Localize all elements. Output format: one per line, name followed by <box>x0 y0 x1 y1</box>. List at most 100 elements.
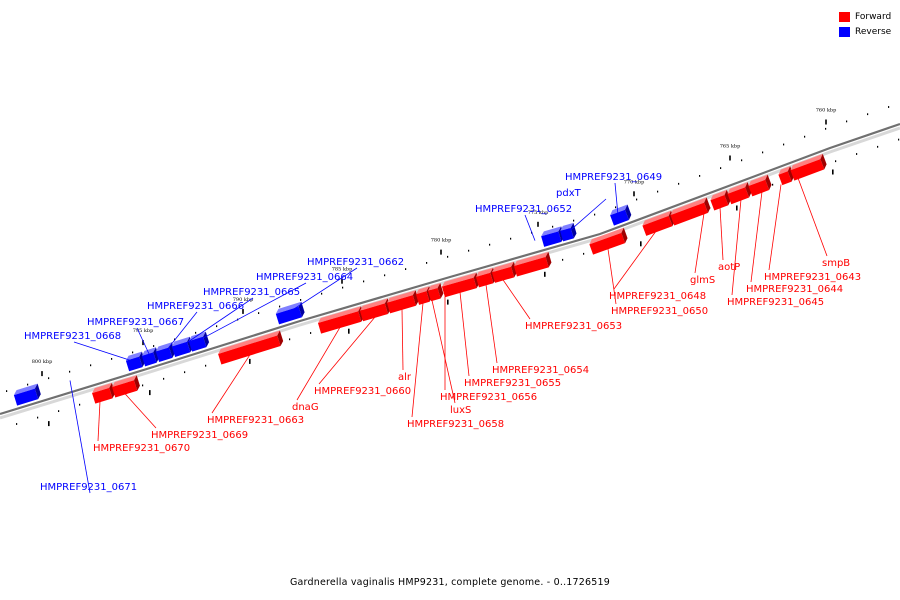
gene-block-HMPREF9231_0645[interactable] <box>726 182 753 205</box>
gene-label-HMPREF9231_0663: HMPREF9231_0663 <box>207 415 304 426</box>
leader-HMPREF9231_0649 <box>614 182 619 216</box>
minor-tick-upper <box>48 377 50 380</box>
tick-label-7: 795 kbp <box>133 328 154 334</box>
gene-block-alr[interactable] <box>386 290 420 314</box>
gene-block-HMPREF9231_0662[interactable] <box>275 301 306 325</box>
gene-block-HMPREF9231_0666[interactable] <box>155 342 177 363</box>
legend-reverse-swatch <box>839 26 850 37</box>
gene-block-side <box>570 222 577 239</box>
gene-block-side <box>621 227 628 244</box>
minor-tick-lower <box>58 410 60 412</box>
gene-block-pdxT[interactable] <box>559 222 578 242</box>
minor-tick-upper <box>741 159 743 162</box>
gene-block-aotP[interactable] <box>709 189 732 211</box>
gene-block-face <box>513 256 549 277</box>
gene-block-top <box>441 272 477 287</box>
gene-block-HMPREF9231_0644[interactable] <box>747 174 773 197</box>
gene-block-top <box>491 261 514 273</box>
minor-tick-upper <box>195 331 197 334</box>
gene-label-HMPREF9231_0665: HMPREF9231_0665 <box>203 287 300 298</box>
gene-label-HMPREF9231_0655: HMPREF9231_0655 <box>464 378 561 389</box>
minor-tick-upper <box>300 299 302 301</box>
major-tick-lower-5 <box>348 328 350 334</box>
gene-label-pdxT: pdxT <box>556 188 582 199</box>
minor-tick-lower <box>163 377 165 380</box>
gene-label-HMPREF9231_0666: HMPREF9231_0666 <box>147 301 244 312</box>
minor-tick-upper <box>153 345 155 347</box>
minor-tick-upper <box>468 249 470 252</box>
gene-block-face <box>541 231 562 247</box>
gene-block-HMPREF9231_0671[interactable] <box>13 383 42 406</box>
minor-tick-upper <box>132 351 134 354</box>
major-tick-4 <box>440 249 442 255</box>
leader-HMPREF9231_0666 <box>165 311 198 352</box>
gene-block-side <box>139 351 146 368</box>
gene-block-side <box>625 204 632 220</box>
major-tick-7 <box>142 340 144 346</box>
gene-label-alr: alr <box>398 372 412 383</box>
gene-block-face <box>560 227 574 242</box>
minor-tick-upper <box>657 190 659 193</box>
gene-block-HMPREF9231_0667[interactable] <box>141 347 161 367</box>
gene-block-luxS[interactable] <box>427 282 445 302</box>
minor-tick-lower <box>898 138 900 141</box>
leader-HMPREF9231_0667 <box>136 327 151 357</box>
minor-tick-upper <box>216 325 218 328</box>
gene-block-HMPREF9231_0669[interactable] <box>111 375 141 398</box>
gene-label-dnaG: dnaG <box>292 402 319 413</box>
leader-HMPREF9231_0662 <box>287 267 358 314</box>
gene-block-HMPREF9231_0654[interactable] <box>491 261 518 283</box>
gene-label-HMPREF9231_0654: HMPREF9231_0654 <box>492 365 589 376</box>
leader-aotP <box>719 207 724 261</box>
gene-block-top <box>790 153 823 171</box>
minor-tick-upper <box>888 106 890 108</box>
gene-block-side <box>34 383 41 400</box>
minor-tick-lower <box>562 258 564 261</box>
gene-block-smpB[interactable] <box>789 153 828 181</box>
minor-tick-lower <box>184 371 186 374</box>
gene-block-top <box>727 182 748 194</box>
minor-tick-lower <box>289 338 291 341</box>
leader-HMPREF9231_0648 <box>613 230 657 290</box>
gene-label-HMPREF9231_0660: HMPREF9231_0660 <box>314 386 411 397</box>
gene-block-top <box>642 210 672 226</box>
minor-tick-upper <box>510 237 512 240</box>
gene-block-side <box>203 331 210 348</box>
gene-block-HMPREF9231_0652[interactable] <box>540 226 565 247</box>
minor-tick-upper <box>447 255 449 258</box>
gene-label-HMPREF9231_0648: HMPREF9231_0648 <box>609 291 706 302</box>
minor-tick-upper <box>867 113 869 116</box>
gene-label-HMPREF9231_0645: HMPREF9231_0645 <box>727 297 824 308</box>
gene-label-HMPREF9231_0658: HMPREF9231_0658 <box>407 419 504 430</box>
leader-glmS <box>694 213 705 274</box>
gene-block-HMPREF9231_0649[interactable] <box>609 204 633 226</box>
gene-block-HMPREF9231_0653[interactable] <box>513 251 553 277</box>
gene-block-face <box>386 295 416 314</box>
leader-HMPREF9231_0669 <box>124 393 157 429</box>
gene-label-HMPREF9231_0662: HMPREF9231_0662 <box>307 257 404 268</box>
gene-block-side <box>704 197 711 213</box>
minor-tick-upper <box>27 383 29 386</box>
leader-HMPREF9231_0652 <box>524 214 536 241</box>
gene-block-top <box>218 330 280 354</box>
tick-label-1: 765 kbp <box>720 144 741 150</box>
gene-block-HMPREF9231_0650[interactable] <box>588 227 629 255</box>
gene-block-glmS[interactable] <box>669 197 712 226</box>
minor-tick-lower <box>37 416 39 419</box>
minor-tick-upper <box>552 225 554 228</box>
gene-block-dnaG[interactable] <box>317 306 365 334</box>
gene-block-top <box>427 282 441 291</box>
gene-block-HMPREF9231_0670[interactable] <box>91 382 116 404</box>
gene-block-HMPREF9231_0663[interactable] <box>217 330 284 365</box>
gene-block-HMPREF9231_0643[interactable] <box>777 166 795 186</box>
gene-label-smpB: smpB <box>822 258 850 269</box>
minor-tick-upper <box>6 390 8 392</box>
gene-label-luxS: luxS <box>450 405 471 416</box>
gene-block-HMPREF9231_0656[interactable] <box>441 272 481 298</box>
major-tick-lower-8 <box>48 421 50 427</box>
tick-label-2: 770 kbp <box>624 179 645 185</box>
gene-block-face <box>475 272 494 288</box>
minor-tick-upper <box>846 120 848 123</box>
minor-tick-lower <box>79 403 81 406</box>
leader-HMPREF9231_0650 <box>607 248 617 305</box>
